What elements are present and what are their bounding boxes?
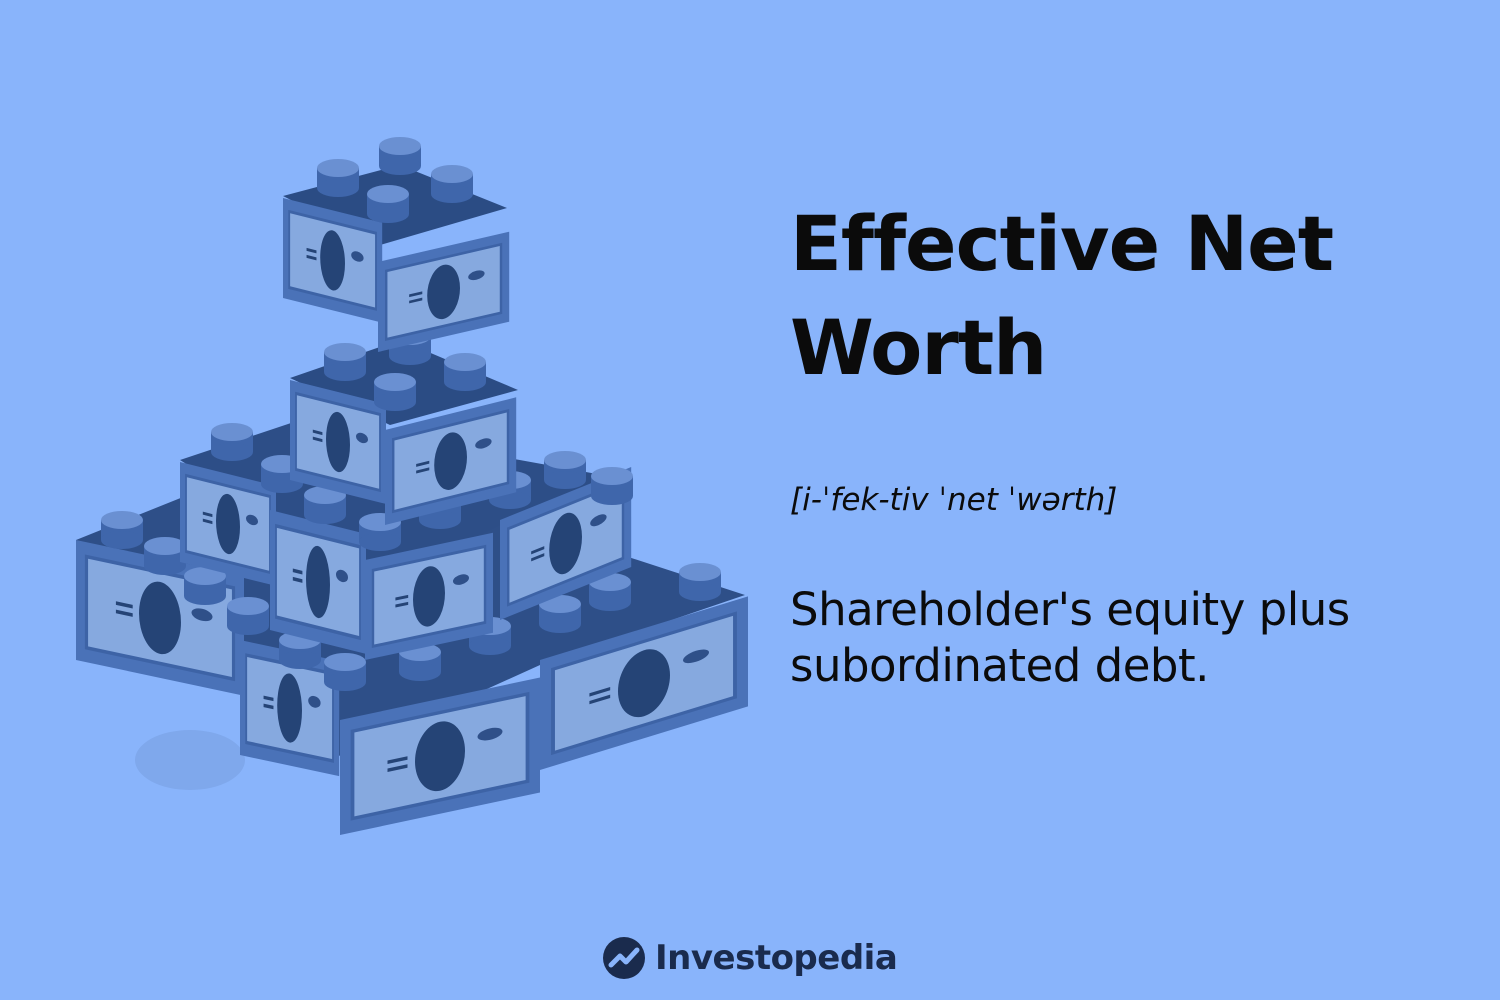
- money-blocks-pyramid-illustration: [74, 137, 750, 837]
- upper-block: [288, 327, 518, 527]
- brand-name: Investopedia: [655, 938, 898, 978]
- term-title: Effective Net Worth: [790, 199, 1334, 392]
- brand-logo[interactable]: Investopedia: [603, 934, 898, 982]
- pronunciation: [i-ˈfek-tiv ˈnet ˈwərth]: [790, 482, 1118, 518]
- definition-text: Shareholder's equity plus subordinated d…: [790, 583, 1350, 692]
- floating-top-block: [281, 137, 511, 354]
- investopedia-logo-icon: [603, 937, 645, 979]
